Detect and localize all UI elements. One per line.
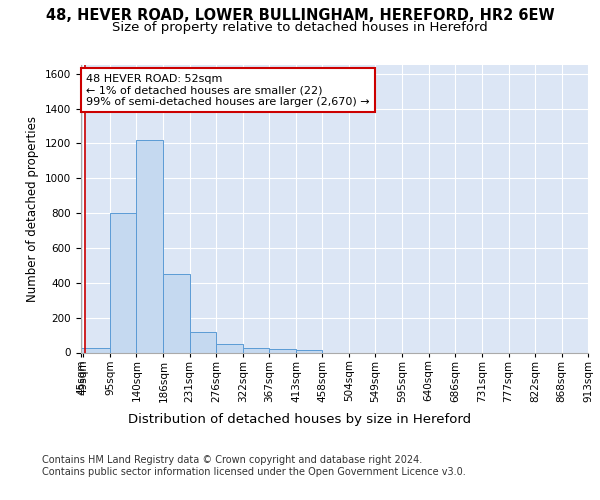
Bar <box>269 350 296 352</box>
Text: Distribution of detached houses by size in Hereford: Distribution of detached houses by size … <box>128 412 472 426</box>
Bar <box>296 350 322 352</box>
Bar <box>163 274 190 352</box>
Bar <box>243 348 269 352</box>
Bar <box>216 344 243 352</box>
Bar <box>190 332 216 352</box>
Text: Contains HM Land Registry data © Crown copyright and database right 2024.
Contai: Contains HM Land Registry data © Crown c… <box>42 455 466 476</box>
Y-axis label: Number of detached properties: Number of detached properties <box>26 116 40 302</box>
Text: Size of property relative to detached houses in Hereford: Size of property relative to detached ho… <box>112 21 488 34</box>
Text: 48 HEVER ROAD: 52sqm
← 1% of detached houses are smaller (22)
99% of semi-detach: 48 HEVER ROAD: 52sqm ← 1% of detached ho… <box>86 74 370 107</box>
Bar <box>81 348 110 352</box>
Bar <box>136 140 163 352</box>
Text: 48, HEVER ROAD, LOWER BULLINGHAM, HEREFORD, HR2 6EW: 48, HEVER ROAD, LOWER BULLINGHAM, HEREFO… <box>46 8 554 22</box>
Bar <box>110 213 136 352</box>
